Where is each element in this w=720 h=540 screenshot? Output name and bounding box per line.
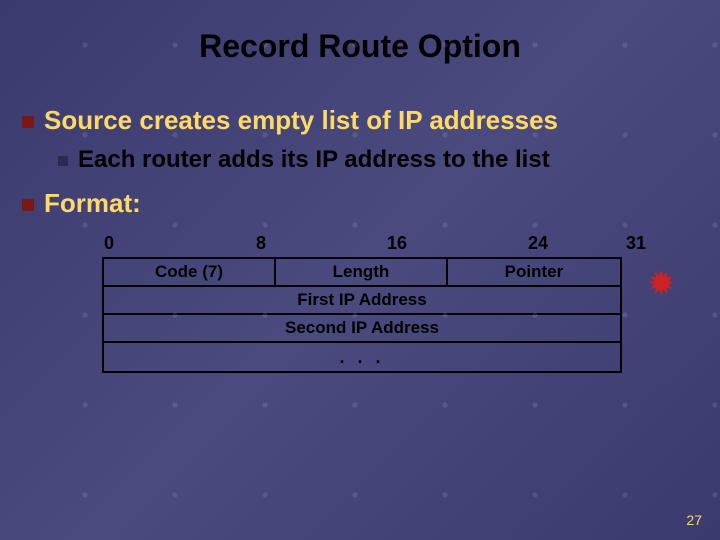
bit-label-16: 16 [387, 233, 407, 254]
square-bullet-icon [22, 116, 34, 128]
table-row: . . . [104, 343, 620, 371]
table-row: Code (7) Length Pointer [104, 259, 620, 287]
bit-label-31: 31 [626, 233, 646, 254]
bit-label-24: 24 [528, 233, 548, 254]
slide-title: Record Route Option [0, 0, 720, 65]
bit-label-0: 0 [104, 233, 114, 254]
starburst-icon: ✹ [647, 267, 676, 301]
table-row: First IP Address [104, 287, 620, 315]
bullet-main-2: Format: [22, 188, 698, 219]
bullet-main-1: Source creates empty list of IP addresse… [22, 105, 698, 136]
bullet-main-2-text: Format: [44, 188, 141, 219]
bullet-main-1-text: Source creates empty list of IP addresse… [44, 105, 558, 136]
cell-pointer: Pointer [448, 259, 620, 285]
page-number: 27 [686, 512, 702, 528]
cell-second-ip: Second IP Address [104, 315, 620, 341]
cell-first-ip: First IP Address [104, 287, 620, 313]
bullet-sub-1-text: Each router adds its IP address to the l… [78, 146, 550, 174]
bullet-sub-1: Each router adds its IP address to the l… [22, 146, 698, 174]
cell-ellipsis: . . . [104, 343, 620, 371]
square-bullet-icon [58, 156, 68, 166]
cell-code: Code (7) [104, 259, 276, 285]
packet-format-table: Code (7) Length Pointer First IP Address… [102, 257, 622, 373]
table-row: Second IP Address [104, 315, 620, 343]
format-diagram: 0 8 16 24 31 Code (7) Length Pointer Fir… [102, 233, 622, 373]
bit-label-8: 8 [256, 233, 266, 254]
slide-content: Source creates empty list of IP addresse… [0, 65, 720, 373]
bit-offset-labels: 0 8 16 24 31 [102, 233, 622, 257]
cell-length: Length [276, 259, 448, 285]
square-bullet-icon [22, 199, 34, 211]
